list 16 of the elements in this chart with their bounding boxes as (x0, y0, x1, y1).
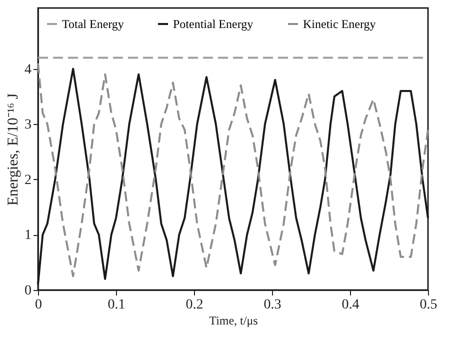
legend-label: Potential Energy (173, 17, 254, 31)
x-axis-title: Time, t/μs (209, 314, 258, 328)
legend-label: Total Energy (62, 17, 124, 31)
x-tick-label: 0.2 (186, 298, 204, 312)
y-tick-label: 2 (24, 172, 32, 188)
legend-label: Kinetic Energy (303, 17, 376, 31)
x-tick-label: 0.4 (342, 298, 360, 312)
x-tick-label: 0 (35, 298, 42, 312)
x-tick-label: 0.1 (108, 298, 126, 312)
y-tick-label: 1 (24, 228, 32, 244)
x-tick-label: 0.3 (264, 298, 282, 312)
y-axis-title: Energies, E/10⁻¹⁶ J (6, 93, 22, 206)
x-tick-label: 0.5 (420, 298, 438, 312)
y-tick-label: 3 (24, 118, 32, 133)
y-tick-label: 4 (24, 62, 32, 78)
y-tick-label: 0 (24, 284, 32, 298)
